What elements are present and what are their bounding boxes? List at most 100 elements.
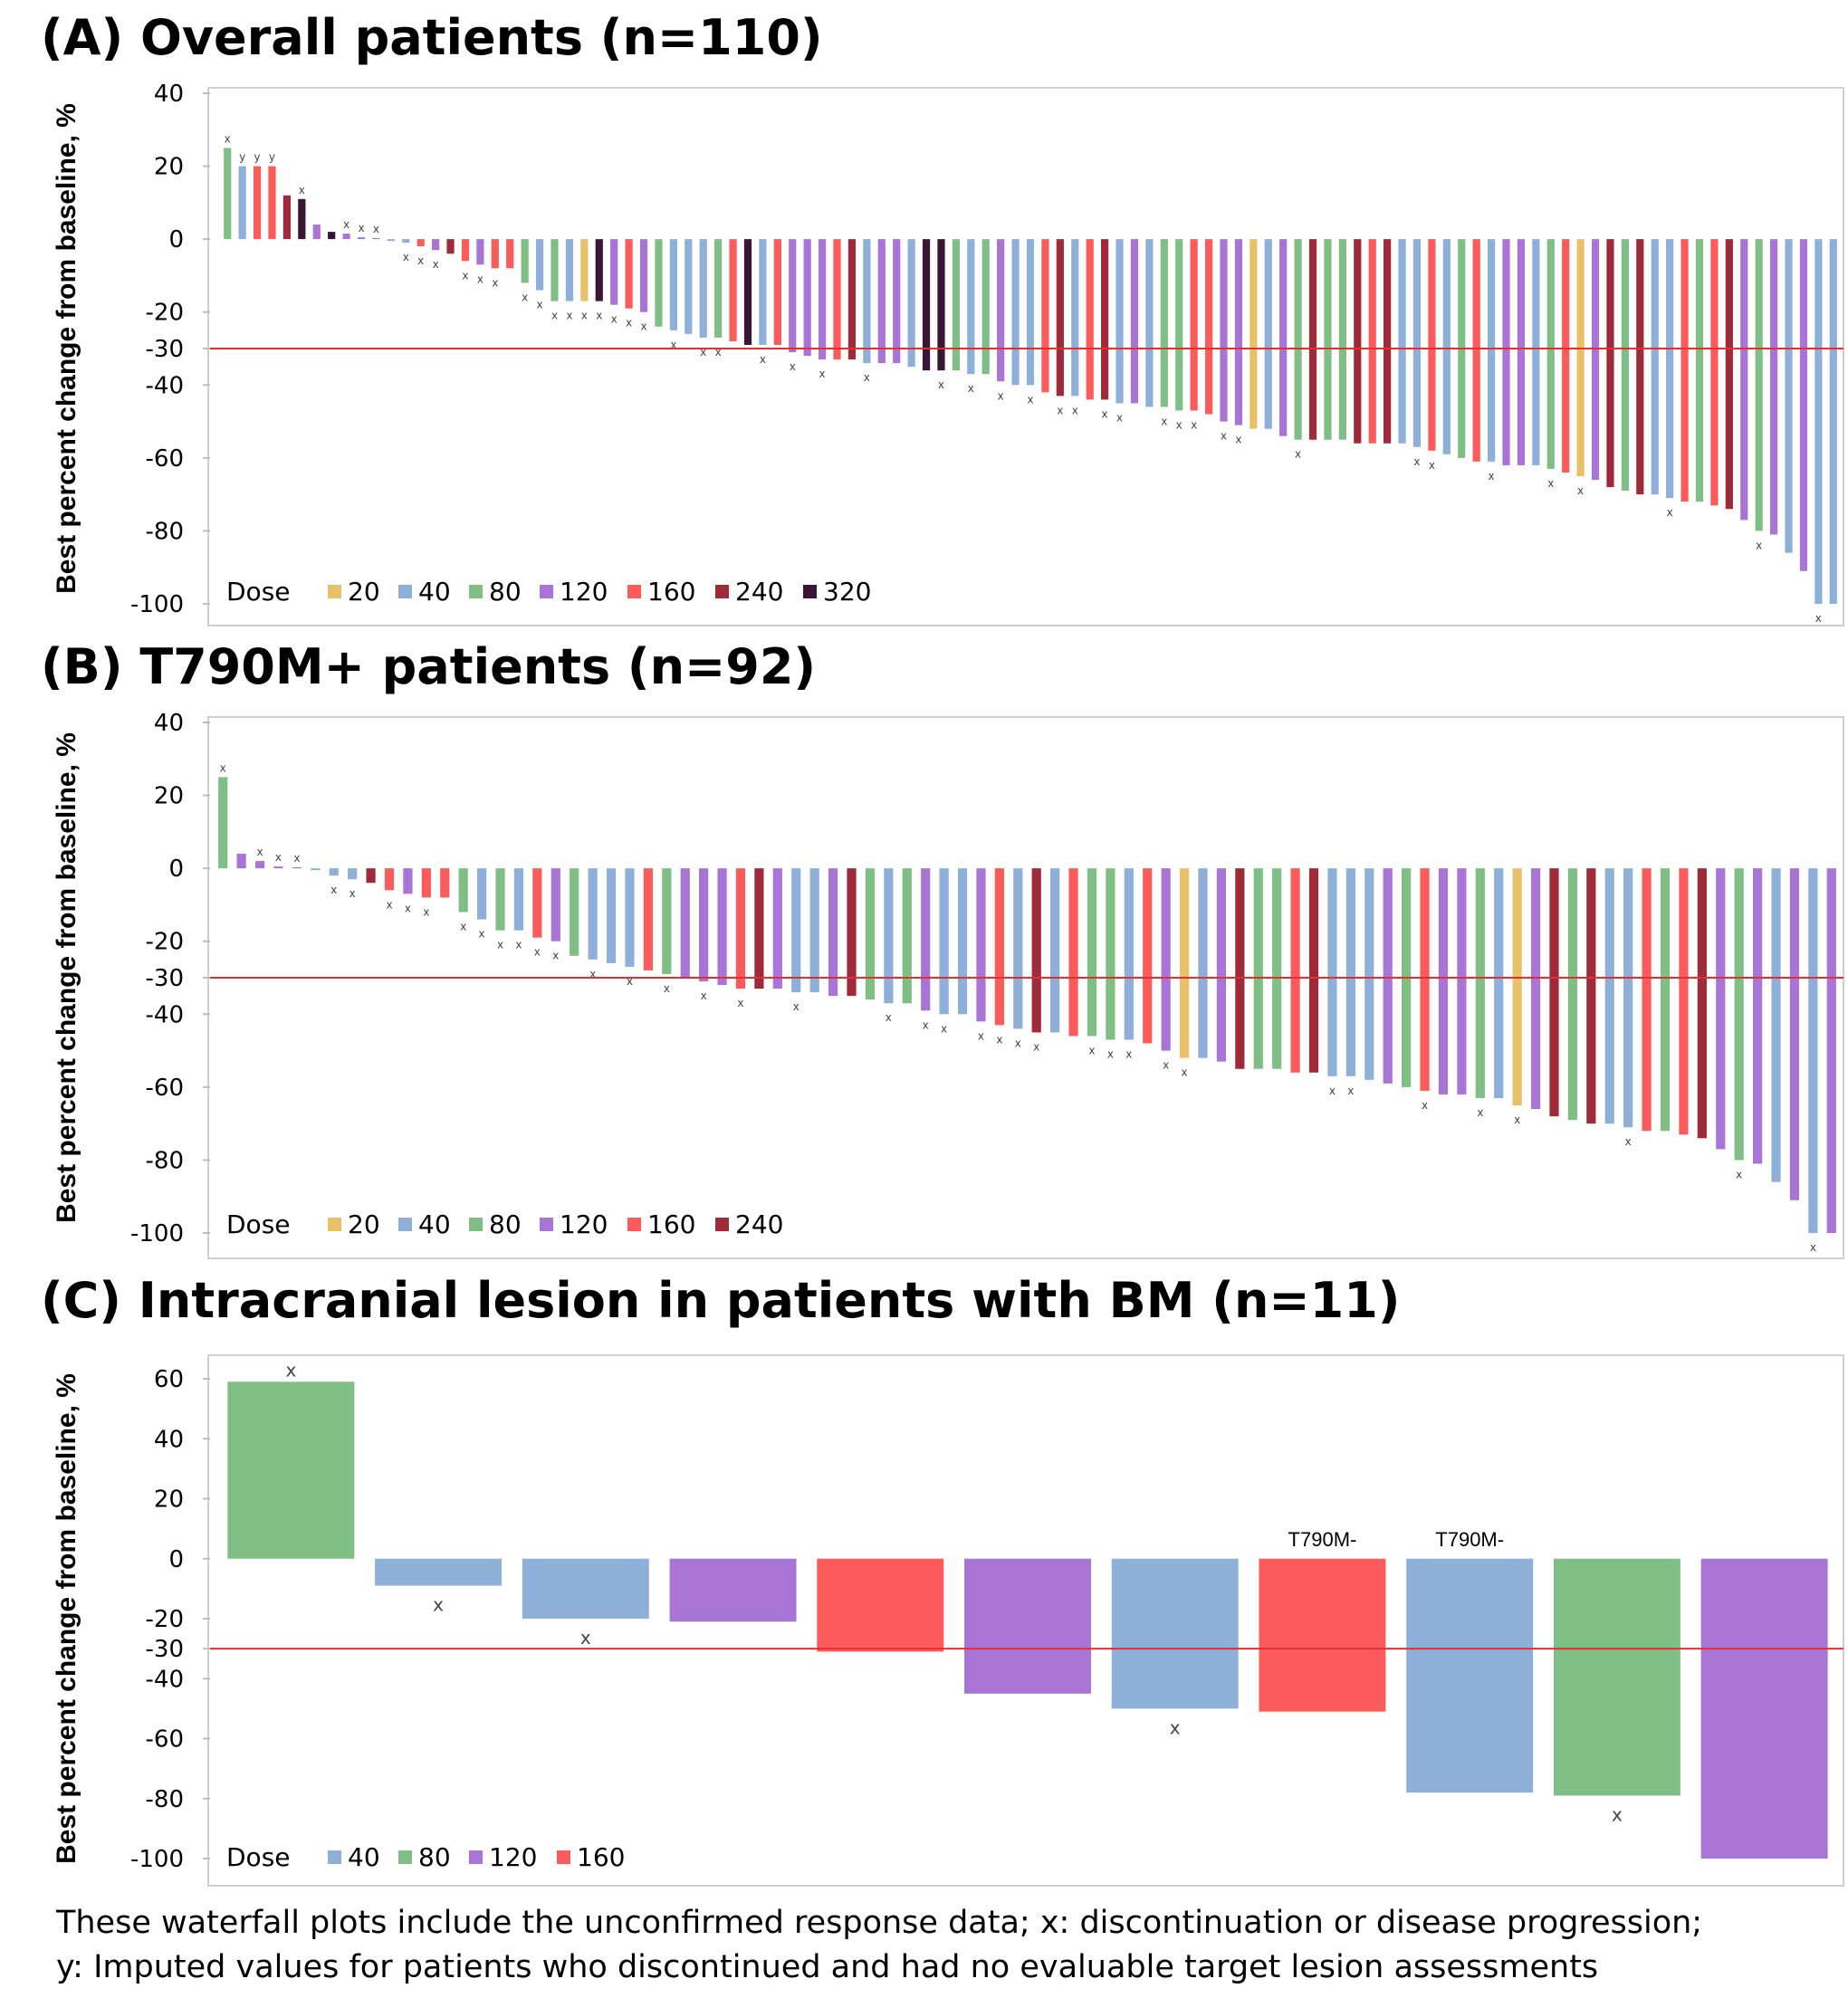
response-marker: x [1107, 1047, 1114, 1060]
bar [773, 239, 781, 345]
bar [1697, 868, 1707, 1139]
bar [238, 166, 246, 240]
response-marker: x [515, 939, 522, 951]
plot-frame [207, 716, 1844, 1259]
bar [311, 868, 321, 871]
bar [1679, 868, 1689, 1135]
legend-title: Dose [226, 577, 291, 607]
bar [1814, 239, 1823, 604]
response-marker: x [256, 846, 263, 858]
response-marker: x [358, 222, 364, 234]
y-tick-label: -30 [146, 965, 184, 992]
bar [387, 239, 395, 242]
bar [921, 868, 931, 1011]
response-marker: x [941, 1022, 947, 1035]
legend-label: 40 [418, 577, 451, 607]
bar [357, 237, 366, 240]
bar [1106, 868, 1116, 1040]
bar [1308, 239, 1317, 440]
bar [580, 239, 589, 301]
legend-label: 40 [418, 1209, 451, 1239]
response-marker: x [1015, 1037, 1021, 1049]
bar [403, 868, 413, 894]
y-tick-label: 40 [154, 1426, 184, 1453]
response-marker: x [1033, 1040, 1039, 1053]
bar [1666, 239, 1674, 499]
y-tick-label: 40 [154, 710, 184, 737]
bar [522, 1558, 649, 1619]
bar [1487, 239, 1496, 462]
response-marker: x [996, 1033, 1002, 1046]
response-marker: x [460, 920, 466, 932]
response-marker: x [293, 852, 300, 865]
response-marker: x [1235, 434, 1241, 446]
bar [432, 239, 440, 251]
bar [1145, 239, 1154, 407]
response-marker: x [938, 378, 944, 391]
bar [1234, 239, 1243, 425]
response-marker: x [819, 368, 826, 380]
response-marker: x [479, 928, 485, 941]
y-tick-label: -40 [146, 372, 184, 399]
response-marker: x [423, 905, 429, 918]
response-marker: x [1295, 448, 1301, 461]
bar [922, 239, 931, 371]
response-marker: x [534, 946, 541, 959]
response-marker: x [581, 310, 588, 322]
bar [1567, 868, 1578, 1121]
bar [817, 1558, 944, 1652]
bar [1179, 868, 1190, 1058]
bar [754, 868, 764, 989]
response-marker: x [497, 939, 503, 951]
legend-swatch [469, 1218, 483, 1231]
bar [1680, 239, 1689, 502]
response-marker: x [552, 950, 559, 962]
y-tick-label: -100 [130, 1846, 184, 1873]
response-marker: x [330, 884, 337, 896]
bar [669, 1558, 797, 1622]
response-marker: x [790, 360, 796, 373]
bar [1789, 868, 1800, 1200]
bar [789, 239, 797, 353]
y-tick-label: 0 [168, 226, 184, 253]
response-marker: x [551, 310, 558, 322]
bar [476, 868, 487, 920]
bar [791, 868, 801, 993]
bar [476, 239, 484, 265]
response-marker: x [626, 317, 632, 330]
y-tick-label: 60 [154, 1366, 184, 1393]
bar [1604, 868, 1614, 1124]
bar [937, 239, 945, 371]
bar [348, 868, 358, 880]
bar [1041, 239, 1049, 393]
response-marker: x [373, 223, 379, 235]
bar [506, 239, 514, 269]
bar [1216, 868, 1227, 1062]
bar [863, 239, 871, 364]
response-marker: x [1163, 1059, 1169, 1072]
bar [1621, 239, 1629, 492]
response-marker: x [596, 310, 602, 322]
response-marker: x [1347, 1085, 1354, 1097]
bar [1553, 1558, 1680, 1796]
y-tick-label: 0 [168, 856, 184, 883]
bar [1235, 868, 1245, 1069]
panel-c-title: (C) Intracranial lesion in patients with… [41, 1272, 1401, 1329]
response-marker: x [220, 761, 226, 774]
bar [1338, 239, 1346, 440]
bar [1494, 868, 1504, 1098]
footnote: These waterfall plots include the unconf… [56, 1901, 1831, 1990]
legend-swatch [469, 585, 483, 598]
response-marker: x [1161, 415, 1167, 427]
response-marker: x [1102, 407, 1108, 420]
bar [625, 239, 633, 309]
bar [1549, 868, 1559, 1117]
bar [828, 868, 838, 997]
bar [570, 868, 579, 956]
bar [680, 868, 690, 978]
response-marker: x [1514, 1114, 1520, 1126]
response-marker: x [462, 269, 468, 282]
bar [976, 868, 986, 1022]
response-marker: x [1072, 404, 1078, 416]
response-marker: x [700, 346, 706, 358]
